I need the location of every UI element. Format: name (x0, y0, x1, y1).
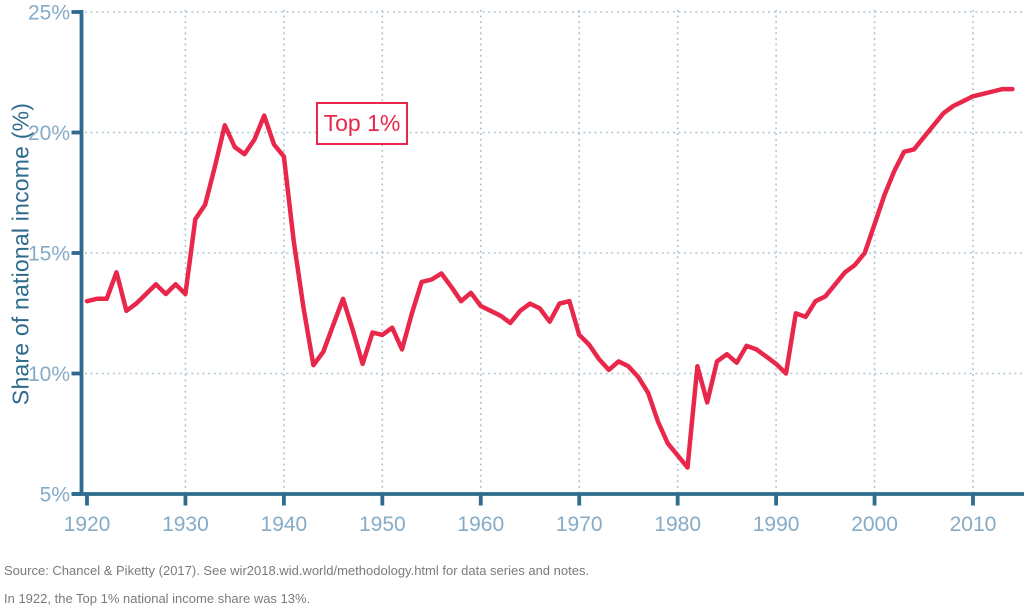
y-axis-title: Share of national income (%) (7, 102, 34, 406)
x-tick-label: 1960 (457, 513, 504, 536)
x-tick-label: 2000 (851, 513, 898, 536)
source-note: Source: Chancel & Piketty (2017). See wi… (4, 563, 590, 578)
x-tick-label: 1990 (753, 513, 800, 536)
x-tick-label: 1950 (359, 513, 406, 536)
x-tick-label: 1970 (556, 513, 603, 536)
x-tick-label: 2010 (950, 513, 997, 536)
x-tick-label: 1980 (654, 513, 701, 536)
y-tick-label: 5% (40, 484, 70, 507)
series-label-box-top1: Top 1% (316, 102, 408, 145)
x-tick-label: 1920 (64, 513, 111, 536)
y-tick-label: 15% (28, 243, 70, 266)
highlight-note: In 1922, the Top 1% national income shar… (4, 591, 311, 606)
x-tick-label: 1940 (261, 513, 308, 536)
y-tick-label: 25% (28, 2, 70, 25)
series-label-text: Top 1% (323, 110, 401, 136)
top1-series-line (84, 86, 1015, 470)
x-tick-label: 1930 (162, 513, 209, 536)
y-tick-label: 10% (28, 363, 70, 386)
y-tick-label: 20% (28, 122, 70, 145)
